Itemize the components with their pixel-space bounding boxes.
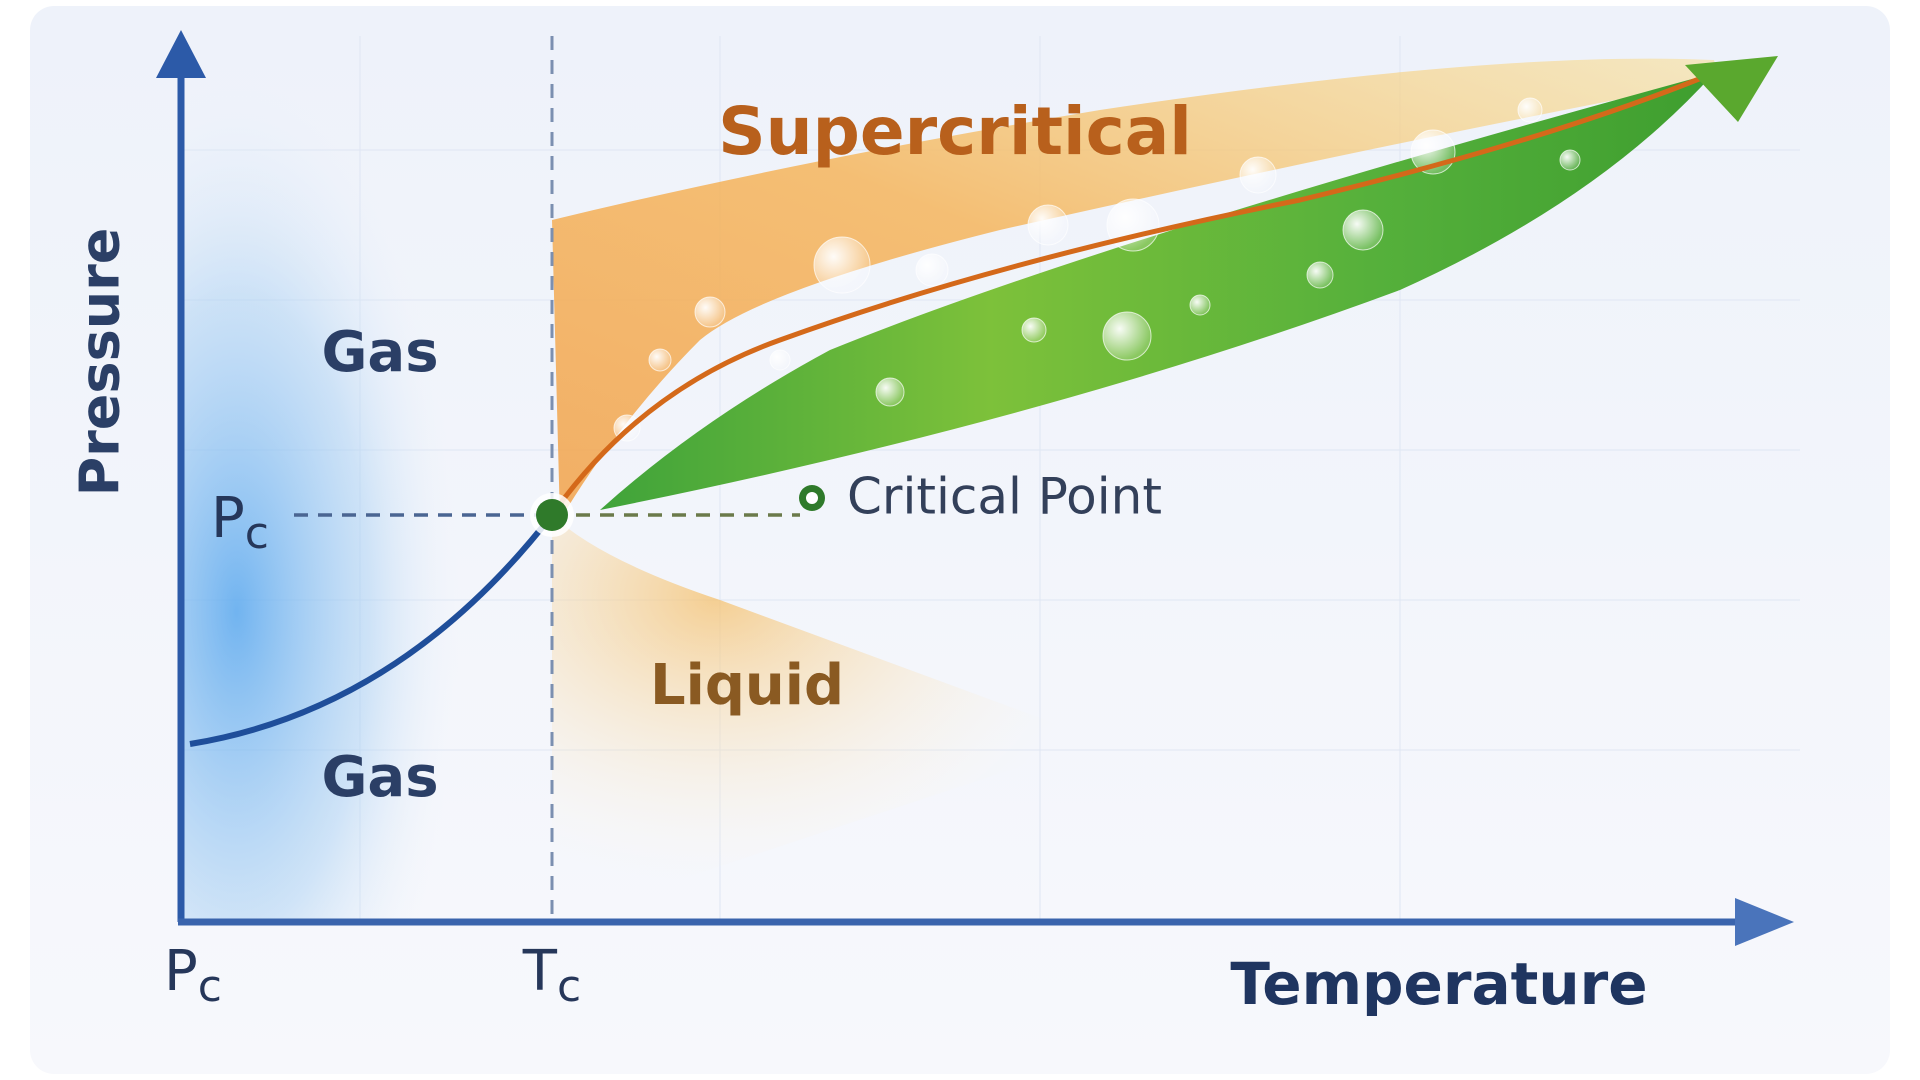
supercritical-region (552, 58, 1720, 521)
tick-label: Pc (164, 939, 222, 1012)
liquid-region (552, 515, 1100, 922)
tick-subscript: c (245, 508, 269, 559)
region-label: Gas (321, 320, 438, 385)
tick-symbol: P (164, 939, 198, 1004)
tick-symbol: T (522, 939, 558, 1004)
region-label: Liquid (650, 653, 844, 718)
region-label: Supercritical (718, 93, 1192, 170)
region-label: Gas (321, 745, 438, 810)
tick-symbol: P (211, 486, 245, 551)
tick-label: Tc (522, 939, 581, 1012)
curve-arrow (1685, 56, 1778, 122)
critical-point (536, 499, 568, 531)
x-axis-label: Temperature (1230, 950, 1647, 1018)
critical-point-marker-inner (806, 492, 818, 504)
tick-subscript: c (198, 961, 222, 1012)
tick-subscript: c (557, 961, 581, 1012)
x-axis-arrow (1735, 898, 1794, 946)
supercritical-boundary (549, 70, 1715, 517)
tick-label: Pc (211, 486, 269, 559)
gas-region (181, 36, 552, 922)
vaporization-curve (189, 513, 555, 747)
annotation: Critical Point (847, 468, 1162, 526)
y-axis-arrow (156, 30, 206, 78)
y-axis-label: Pressure (69, 228, 132, 497)
